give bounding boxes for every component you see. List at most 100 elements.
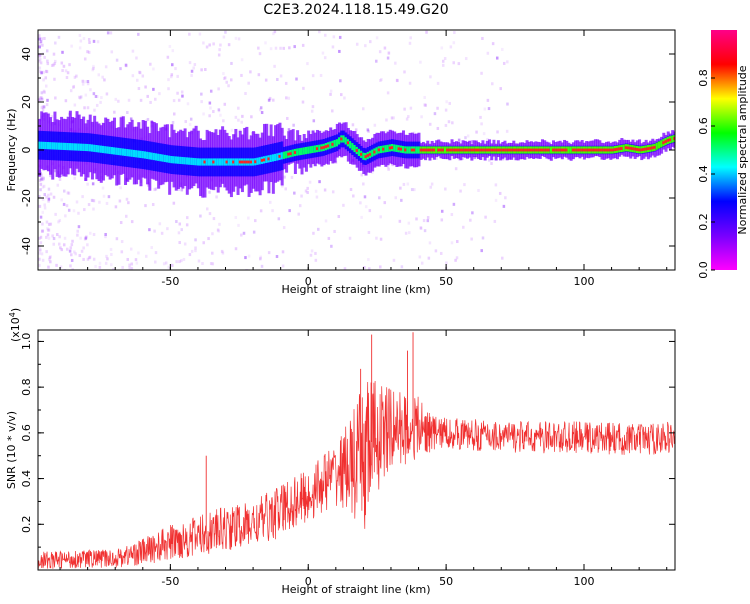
spectrogram-noise-cell <box>38 66 42 70</box>
spectrogram-core-cell <box>296 148 300 156</box>
spectrogram-noise-cell <box>427 256 431 260</box>
spectrogram-noise-cell <box>194 246 197 250</box>
spectrogram-noise-cell <box>222 119 225 123</box>
spectrogram-noise-cell <box>125 197 129 201</box>
spectrogram-noise-cell <box>420 261 424 265</box>
spectrogram-noise-cell <box>288 209 291 213</box>
spectrogram-noise-cell <box>429 75 432 79</box>
spectrogram-noise-cell <box>42 89 46 93</box>
spectrogram-noise-cell <box>312 231 315 235</box>
spectrogram-noise-cell <box>74 252 77 256</box>
spectrogram-noise-cell <box>49 260 52 264</box>
spectrogram-noise-cell <box>471 211 474 215</box>
spectrogram-noise-cell <box>269 200 272 204</box>
spectrogram-noise-cell <box>268 96 272 100</box>
spectrogram-core-cell <box>64 142 68 151</box>
spectrogram-noise-cell <box>194 249 197 253</box>
spectrogram-peak-cell <box>543 148 547 152</box>
spectrogram-core-cell <box>353 144 357 153</box>
spectrogram-noise-cell <box>444 123 448 127</box>
spectrogram-noise-cell <box>391 163 395 167</box>
spectrogram-noise-cell <box>51 234 54 238</box>
spectrogram-core-cell <box>302 147 306 155</box>
spectrogram-noise-cell <box>38 59 41 63</box>
spectrogram-noise-cell <box>118 199 122 203</box>
spectrogram-noise-cell <box>257 73 261 77</box>
spectrogram-noise-cell <box>171 63 174 67</box>
spectrogram-noise-cell <box>54 96 57 100</box>
spectrogram-peak-cell <box>582 148 586 152</box>
spectrogram-noise-cell <box>47 187 51 191</box>
spectrogram-noise-cell <box>81 82 85 86</box>
spectrogram-noise-cell <box>92 66 95 70</box>
spectrogram-peak-cell <box>448 148 452 152</box>
spectrogram-core-cell <box>176 156 180 164</box>
spectrogram-noise-cell <box>79 236 82 240</box>
spectrogram-noise-cell <box>39 235 43 239</box>
spectrogram-noise-cell <box>204 67 207 71</box>
spectrogram-noise-cell <box>39 215 43 219</box>
spectrogram-noise-cell <box>186 216 189 220</box>
spectrogram-noise-cell <box>86 182 89 186</box>
spectrogram-core-cell <box>119 148 123 156</box>
spectrogram-noise-cell <box>38 53 41 57</box>
spectrogram-peak-cell <box>512 148 516 152</box>
y-tick-label: -40 <box>20 237 33 255</box>
spectrogram-noise-cell <box>455 256 459 260</box>
spectrogram-core-cell <box>371 149 375 157</box>
spectrogram-noise-cell <box>490 161 493 165</box>
spectrogram-noise-cell <box>486 51 490 55</box>
spectrogram-noise-cell <box>440 218 444 222</box>
spectrogram-peak-cell <box>243 160 247 164</box>
spectrogram-peak-cell <box>441 148 445 152</box>
spectrogram-peak-cell <box>596 148 600 152</box>
spectrogram-noise-cell <box>41 176 44 180</box>
spectrogram-noise-cell <box>333 229 336 233</box>
spectrogram-noise-cell <box>104 261 108 265</box>
spectrogram-noise-cell <box>304 189 308 193</box>
spectrogram-peak-cell <box>399 147 403 151</box>
spectrogram-noise-cell <box>70 243 74 247</box>
spectrogram-noise-cell <box>115 237 119 241</box>
spectrogram-peak-cell <box>507 148 511 152</box>
spectrogram-noise-cell <box>167 265 170 269</box>
spectrogram-peak-cell <box>547 148 551 152</box>
spectrogram-noise-cell <box>56 183 60 187</box>
spectrogram-core-cell <box>395 144 399 152</box>
spectrogram-core-cell <box>194 158 198 166</box>
spectrogram-noise-cell <box>312 119 316 123</box>
spectrogram-noise-cell <box>237 106 240 110</box>
spectrogram-noise-cell <box>86 243 89 247</box>
snr-frame <box>37 329 676 571</box>
spectrogram-noise-cell <box>105 92 109 96</box>
spectrogram-noise-cell <box>92 199 96 203</box>
spectrogram-noise-cell <box>83 237 87 241</box>
spectrogram-noise-cell <box>407 115 410 119</box>
spectrogram-core-cell <box>97 145 101 153</box>
spectrogram-core-cell <box>205 158 209 166</box>
spectrogram-peak-cell <box>278 154 282 158</box>
spectrogram-core-cell <box>384 145 388 153</box>
spectrogram-noise-cell <box>275 255 279 259</box>
spectrogram-core-cell <box>344 137 348 145</box>
spectrogram-noise-cell <box>57 35 61 39</box>
spectrogram-noise-cell <box>135 56 138 60</box>
colorbar-gradient <box>711 30 737 270</box>
spectrogram-noise-cell <box>63 189 66 193</box>
spectrogram-noise-cell <box>323 56 327 60</box>
spectrogram-noise-cell <box>92 233 96 237</box>
spectrogram-core-cell <box>443 146 447 154</box>
spectrogram-noise-cell <box>360 173 363 177</box>
spectrogram-core-cell <box>38 141 41 149</box>
spectrogram-noise-cell <box>453 31 456 35</box>
spectrogram-noise-cell <box>40 97 44 101</box>
spectrogram-noise-cell <box>49 192 53 196</box>
spectrogram-noise-cell <box>258 108 262 112</box>
spectrogram-noise-cell <box>406 182 410 186</box>
spectrogram-core-cell <box>349 141 353 149</box>
spectrogram-peak-cell <box>587 148 591 152</box>
spectrogram-noise-cell <box>408 41 412 45</box>
spectrogram-noise-cell <box>168 44 172 48</box>
spectrogram-core-cell <box>188 157 192 165</box>
